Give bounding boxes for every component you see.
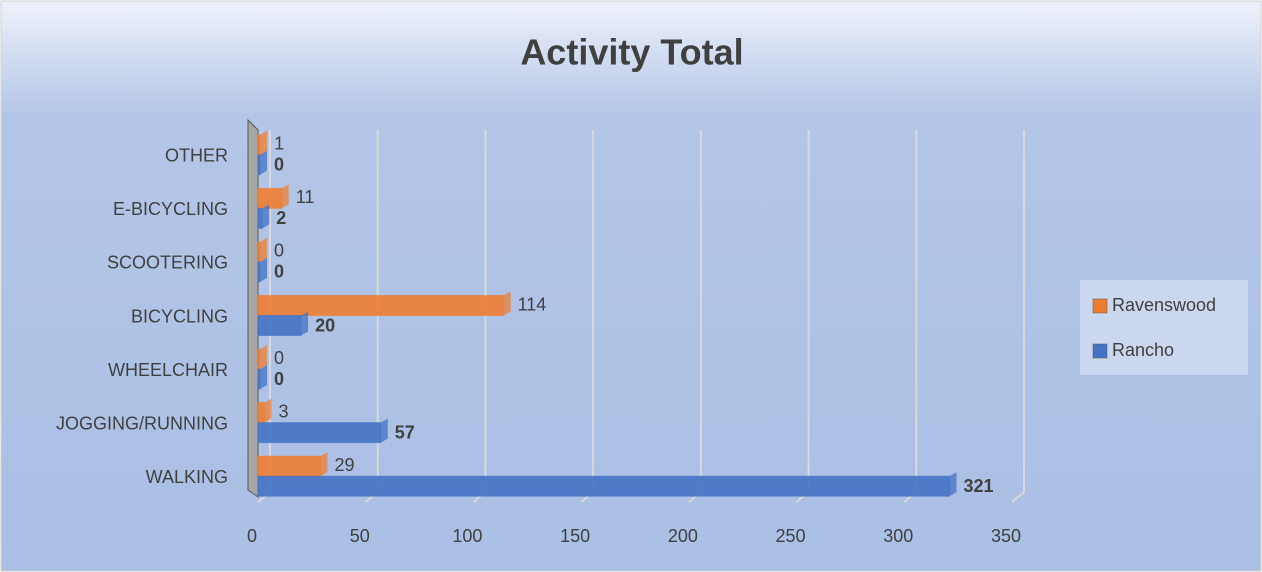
legend-box <box>1080 280 1248 375</box>
y-tick-label: SCOOTERING <box>107 253 228 273</box>
bar <box>257 422 382 444</box>
bar-side <box>949 472 957 497</box>
y-tick-label: WALKING <box>146 467 228 487</box>
chart-title: Activity Total <box>520 32 743 73</box>
data-label: 0 <box>274 348 284 368</box>
bar <box>257 261 261 283</box>
bar-side <box>380 418 388 443</box>
y-tick-label: E-BICYCLING <box>113 199 228 219</box>
bar-side <box>260 257 267 282</box>
data-label: 3 <box>278 401 288 421</box>
bar <box>257 348 261 370</box>
bar <box>257 207 263 229</box>
y-tick-label: BICYCLING <box>131 306 228 326</box>
data-label: 0 <box>274 241 284 261</box>
bar <box>257 455 321 477</box>
bar <box>257 315 302 336</box>
x-tick-label: 100 <box>452 526 482 546</box>
y-tick-label: WHEELCHAIR <box>108 360 228 380</box>
data-label: 1 <box>274 134 284 154</box>
bar-side <box>281 184 289 209</box>
x-tick-label: 200 <box>668 526 698 546</box>
data-label: 0 <box>274 262 284 282</box>
bar-side <box>260 365 267 390</box>
data-label: 57 <box>395 422 415 442</box>
x-tick-label: 0 <box>247 526 257 546</box>
legend-label: Ravenswood <box>1112 295 1216 315</box>
bar-side <box>262 204 270 229</box>
bar-side <box>260 345 267 370</box>
data-label: 11 <box>296 187 315 207</box>
bar <box>257 154 261 176</box>
bar-side <box>320 452 328 477</box>
bar-side <box>260 237 267 262</box>
bar-side <box>503 291 511 316</box>
data-label: 0 <box>274 155 284 175</box>
bar <box>257 402 265 424</box>
x-tick-label: 50 <box>350 526 370 546</box>
bar <box>257 475 951 497</box>
x-tick-label: 350 <box>991 526 1021 546</box>
x-tick-label: 250 <box>776 526 806 546</box>
bar <box>257 241 261 263</box>
bar <box>257 368 261 390</box>
bar <box>257 187 283 209</box>
bar <box>257 134 261 156</box>
data-label: 114 <box>518 294 547 314</box>
bar-side <box>260 150 267 175</box>
side-wall <box>247 118 259 498</box>
bar-side <box>264 398 272 423</box>
y-tick-label: OTHER <box>165 146 228 166</box>
data-label: 321 <box>964 476 994 496</box>
data-label: 0 <box>274 369 284 389</box>
data-label: 20 <box>315 315 335 335</box>
data-label: 29 <box>334 455 354 475</box>
x-tick-label: 150 <box>560 526 590 546</box>
x-tick-label: 300 <box>883 526 913 546</box>
legend-label: Rancho <box>1112 340 1174 360</box>
data-label: 2 <box>276 208 286 228</box>
grid-foot <box>1011 491 1025 503</box>
bar-side <box>301 311 309 336</box>
legend-swatch <box>1092 343 1108 359</box>
legend-swatch <box>1092 298 1108 314</box>
bar-side <box>260 130 268 155</box>
y-tick-label: JOGGING/RUNNING <box>56 413 228 433</box>
bar <box>257 295 505 316</box>
